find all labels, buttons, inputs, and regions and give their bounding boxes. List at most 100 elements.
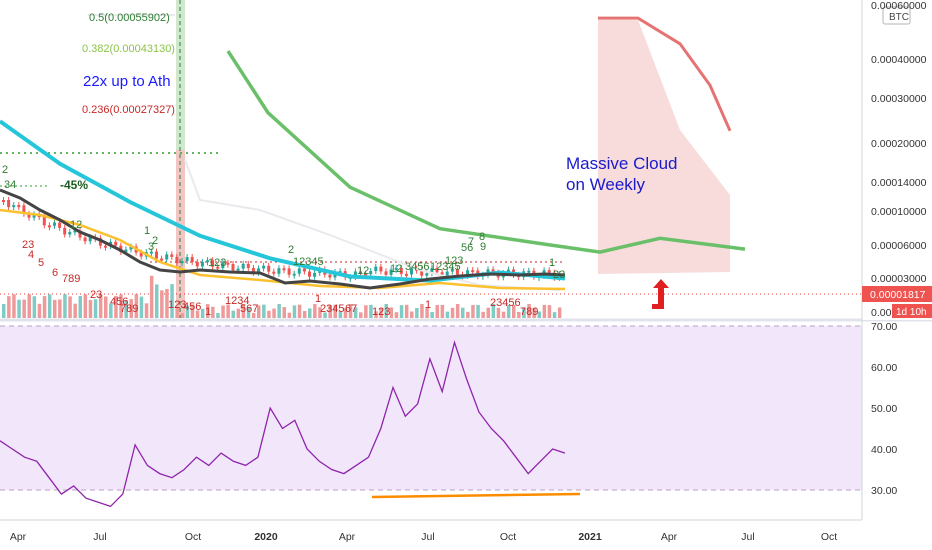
td-red-count: 23456 xyxy=(490,297,521,309)
current-price-tag xyxy=(862,286,932,302)
candle-body xyxy=(195,262,199,267)
currency-badge[interactable] xyxy=(882,6,911,25)
price-tick-label: 0.00020000 xyxy=(871,138,927,150)
volume-bar xyxy=(338,311,343,318)
candle-body xyxy=(17,205,21,208)
candle-body xyxy=(68,232,72,235)
td-green-count: 56 xyxy=(461,242,473,254)
volume-bar xyxy=(155,284,159,318)
volume-bar xyxy=(175,306,179,318)
volume-bar xyxy=(32,296,37,318)
candle-body xyxy=(364,273,368,276)
volume-bar xyxy=(241,304,246,318)
volume-bar xyxy=(63,294,67,318)
volume-bar xyxy=(547,305,552,318)
volume-bar xyxy=(165,288,169,318)
volume-bar xyxy=(353,307,358,318)
volume-bar xyxy=(481,311,485,318)
candle-body xyxy=(547,270,551,273)
volume-bar xyxy=(206,304,210,318)
candle-body xyxy=(7,200,11,208)
candle-body xyxy=(399,267,403,274)
time-tick-label: 2020 xyxy=(254,531,278,543)
candle-body xyxy=(216,266,220,269)
candle-body xyxy=(282,268,286,271)
volume-bar xyxy=(195,310,200,318)
volume-bar xyxy=(58,299,62,318)
white-line xyxy=(88,14,561,291)
candle-body xyxy=(114,241,118,246)
candle-body xyxy=(455,268,459,275)
volume-bar xyxy=(93,299,98,318)
volume-bar xyxy=(47,294,52,318)
volume-bar xyxy=(68,296,72,318)
volume-bar xyxy=(501,311,506,318)
candle-body xyxy=(236,268,240,271)
candle-body xyxy=(287,268,291,275)
candle-body xyxy=(200,261,204,267)
annotation-cloud-1: Massive Cloud xyxy=(566,154,678,173)
candle-body xyxy=(63,227,67,235)
volume-bar xyxy=(466,311,470,318)
candle-body xyxy=(302,268,306,272)
td-green-count: 3 xyxy=(148,241,154,253)
time-tick-label: 2021 xyxy=(578,531,602,543)
weekly-cloud xyxy=(598,20,730,274)
time-tick-label: Oct xyxy=(821,531,837,543)
volume-bar xyxy=(190,304,195,318)
volume-bar xyxy=(552,312,557,318)
candle-body xyxy=(246,263,250,268)
volume-bar xyxy=(450,307,455,318)
volume-bar xyxy=(364,305,368,318)
volume-bar xyxy=(200,308,205,318)
td-green-count: 1 xyxy=(549,257,555,269)
countdown-label: 1d 10h xyxy=(896,307,927,318)
candle-body xyxy=(425,273,429,276)
candle-body xyxy=(338,271,342,274)
candle-body xyxy=(53,222,56,226)
td-green-count: 123 xyxy=(208,257,226,269)
volume-bar xyxy=(98,294,103,318)
td-red-count: 2345 xyxy=(320,303,344,315)
volume-bar xyxy=(542,304,547,318)
volume-bar xyxy=(83,294,88,318)
td-red-count: 1 xyxy=(315,293,321,305)
candle-body xyxy=(353,271,357,278)
candle-body xyxy=(384,271,388,275)
volume-bar xyxy=(435,305,439,318)
volume-bar xyxy=(415,308,419,318)
volume-bar xyxy=(389,307,394,318)
volume-bar xyxy=(277,304,281,318)
time-tick-label: Apr xyxy=(339,531,356,543)
td-green-count: 2 xyxy=(288,244,294,256)
volume-bar xyxy=(292,305,297,318)
candle-body xyxy=(420,269,424,276)
volume-bar xyxy=(537,311,541,318)
volume-bar xyxy=(160,290,164,318)
candle-body xyxy=(277,268,281,274)
volume-bar xyxy=(359,312,363,318)
volume-bar xyxy=(517,311,521,318)
volume-bar xyxy=(129,299,133,318)
candle-body xyxy=(471,270,475,273)
volume-bar xyxy=(532,307,536,318)
candle-body xyxy=(155,251,158,259)
volume-bar xyxy=(399,305,404,318)
candle-body xyxy=(404,273,408,276)
volume-bar xyxy=(522,307,526,318)
rsi-tick-label: 70.00 xyxy=(871,321,897,333)
td-red-count: 789 xyxy=(520,306,538,318)
td-red-count: 456 xyxy=(110,296,128,308)
time-tick-label: Apr xyxy=(10,531,27,543)
td-green-count: 34 xyxy=(4,179,16,191)
fib-label-05: 0.5(0.00055902) xyxy=(89,12,170,24)
td-green-count: 2 xyxy=(2,164,8,176)
candle-body xyxy=(410,268,413,275)
red-arrow-icon xyxy=(652,279,669,309)
candle-body xyxy=(104,245,107,248)
fib-label-0382: 0.382(0.00043130) xyxy=(82,43,175,55)
candle-body xyxy=(2,200,5,202)
